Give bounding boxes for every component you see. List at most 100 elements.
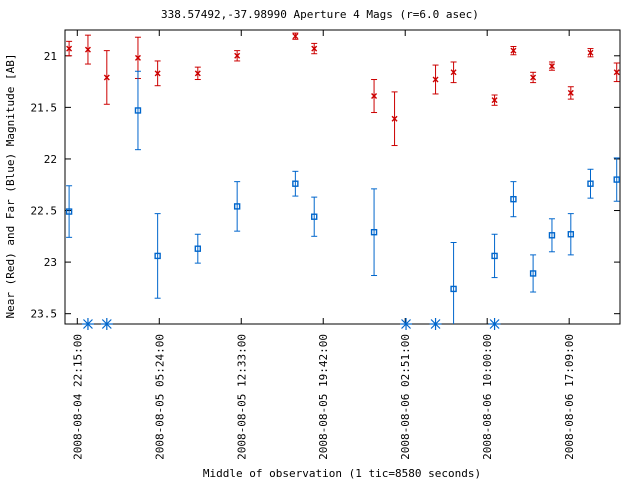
far-blue-point xyxy=(154,213,161,299)
near-red-point xyxy=(587,48,594,58)
x-marker xyxy=(103,74,110,81)
x-tick-label: 2008-08-06 17:09:00 xyxy=(563,334,576,460)
near-red-point xyxy=(391,91,398,147)
y-tick-label: 21.5 xyxy=(31,101,58,114)
near-red-point xyxy=(103,50,110,105)
far-blue-point xyxy=(491,233,498,279)
square-marker xyxy=(370,228,378,236)
x-marker xyxy=(234,52,241,59)
x-marker xyxy=(432,76,439,83)
x-marker xyxy=(154,70,161,77)
near-red-point xyxy=(450,61,457,84)
x-axis-label: Middle of observation (1 tic=8580 second… xyxy=(203,467,481,480)
asterisk-stroke xyxy=(489,319,500,329)
upper-limit-point xyxy=(488,318,501,330)
near-red-point xyxy=(491,94,498,106)
x-tick-label: 2008-08-04 22:15:00 xyxy=(71,334,84,460)
x-marker xyxy=(450,69,457,76)
x-tick-label: 2008-08-06 02:51:00 xyxy=(399,334,412,460)
far-blue-point xyxy=(567,213,575,256)
x-marker xyxy=(371,93,378,100)
y-axis: 21 21.5 22 22.5 23 23.5 xyxy=(31,50,620,321)
x-marker xyxy=(548,63,555,70)
square-marker xyxy=(311,213,318,220)
far-blue-point xyxy=(292,170,299,197)
square-marker xyxy=(587,180,594,187)
x-marker xyxy=(84,46,91,53)
square-marker xyxy=(154,252,161,260)
square-marker xyxy=(134,107,142,114)
near-red-point xyxy=(194,66,201,81)
x-marker xyxy=(194,70,201,77)
far-blue-point xyxy=(194,233,202,264)
y-tick-label: 21 xyxy=(44,50,57,63)
asterisk-stroke xyxy=(401,319,411,329)
plot-border xyxy=(64,29,621,325)
x-marker xyxy=(510,47,517,54)
y-tick-label: 23 xyxy=(44,256,57,269)
square-marker xyxy=(567,231,575,238)
square-marker xyxy=(450,285,457,293)
x-tick-label: 2008-08-06 10:00:00 xyxy=(481,334,494,460)
asterisk-stroke xyxy=(101,319,112,329)
square-marker xyxy=(529,270,537,277)
square-marker xyxy=(548,232,556,239)
near-red-point xyxy=(66,40,73,57)
near-red-point xyxy=(371,79,378,114)
square-marker xyxy=(194,245,202,252)
upper-limit-point xyxy=(100,318,113,330)
x-tick-label: 2008-08-05 12:33:00 xyxy=(235,334,248,460)
near-red-point xyxy=(154,60,161,87)
far-blue-point xyxy=(134,70,142,151)
x-marker xyxy=(311,45,318,52)
square-marker xyxy=(491,252,498,260)
square-marker xyxy=(613,176,620,183)
far-blue-point xyxy=(233,181,241,232)
near-red-point xyxy=(234,50,241,62)
near-red-point xyxy=(311,42,318,55)
plot-frame xyxy=(64,29,621,325)
y-tick-label: 22 xyxy=(44,153,57,166)
x-marker xyxy=(66,45,73,52)
x-marker xyxy=(587,49,594,56)
y-axis-label: Near (Red) and Far (Blue) Magnitude [AB] xyxy=(4,54,17,319)
x-marker xyxy=(134,54,141,61)
upper-limit-point xyxy=(429,318,442,330)
far-blue-point xyxy=(65,185,73,238)
x-marker xyxy=(567,89,574,96)
upper-limit-point xyxy=(81,318,94,330)
square-marker xyxy=(65,208,73,215)
near-red-point xyxy=(292,32,299,40)
far-blue-point xyxy=(587,168,594,199)
data-marks xyxy=(65,32,620,330)
asterisk-stroke xyxy=(430,319,441,329)
near-red-point xyxy=(548,61,555,71)
far-blue-point xyxy=(450,242,457,324)
far-blue-point xyxy=(529,254,537,293)
near-red-point xyxy=(567,86,574,100)
square-marker xyxy=(292,180,299,187)
y-tick-label: 22.5 xyxy=(31,205,58,218)
near-red-point xyxy=(613,62,620,83)
far-blue-point xyxy=(370,188,378,277)
far-blue-point xyxy=(311,196,318,237)
x-marker xyxy=(292,33,299,40)
square-marker xyxy=(510,195,517,203)
far-blue-point xyxy=(548,218,556,253)
upper-limit-point xyxy=(400,318,413,330)
near-red-point xyxy=(530,71,537,84)
square-marker xyxy=(233,203,241,210)
asterisk-stroke xyxy=(83,319,93,329)
near-red-point xyxy=(510,46,517,56)
near-red-point xyxy=(84,34,91,65)
x-marker xyxy=(613,69,620,76)
near-red-point xyxy=(432,64,439,95)
x-tick-label: 2008-08-05 05:24:00 xyxy=(153,334,166,460)
x-axis: 2008-08-04 22:15:00 2008-08-05 05:24:00 20… xyxy=(71,30,576,460)
x-marker xyxy=(530,74,537,81)
x-marker xyxy=(391,115,398,122)
far-blue-point xyxy=(510,181,517,218)
x-marker xyxy=(491,97,498,104)
y-tick-label: 23.5 xyxy=(31,308,58,321)
